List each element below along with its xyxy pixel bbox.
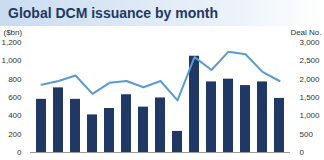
svg-text:1,500: 1,500	[300, 93, 321, 102]
svg-text:1,200: 1,200	[1, 38, 22, 47]
svg-text:400: 400	[8, 111, 22, 120]
svg-text:500: 500	[300, 130, 314, 139]
svg-text:1,000: 1,000	[300, 111, 321, 120]
svg-text:($bn): ($bn)	[4, 28, 23, 37]
svg-text:2,000: 2,000	[300, 75, 321, 84]
html-text:Global DCM issuance by month: Global DCM issuance by month	[8, 5, 218, 21]
svg-text:Deal No.: Deal No.	[290, 28, 321, 37]
svg-text:800: 800	[8, 75, 22, 84]
svg-text:1,000: 1,000	[1, 56, 22, 65]
svg-text:0: 0	[300, 148, 305, 157]
svg-text:600: 600	[8, 93, 22, 102]
svg-text:2,500: 2,500	[300, 56, 321, 65]
svg-text:0: 0	[17, 148, 22, 157]
svg-text:3,000: 3,000	[300, 38, 321, 47]
svg-text:200: 200	[8, 130, 22, 139]
